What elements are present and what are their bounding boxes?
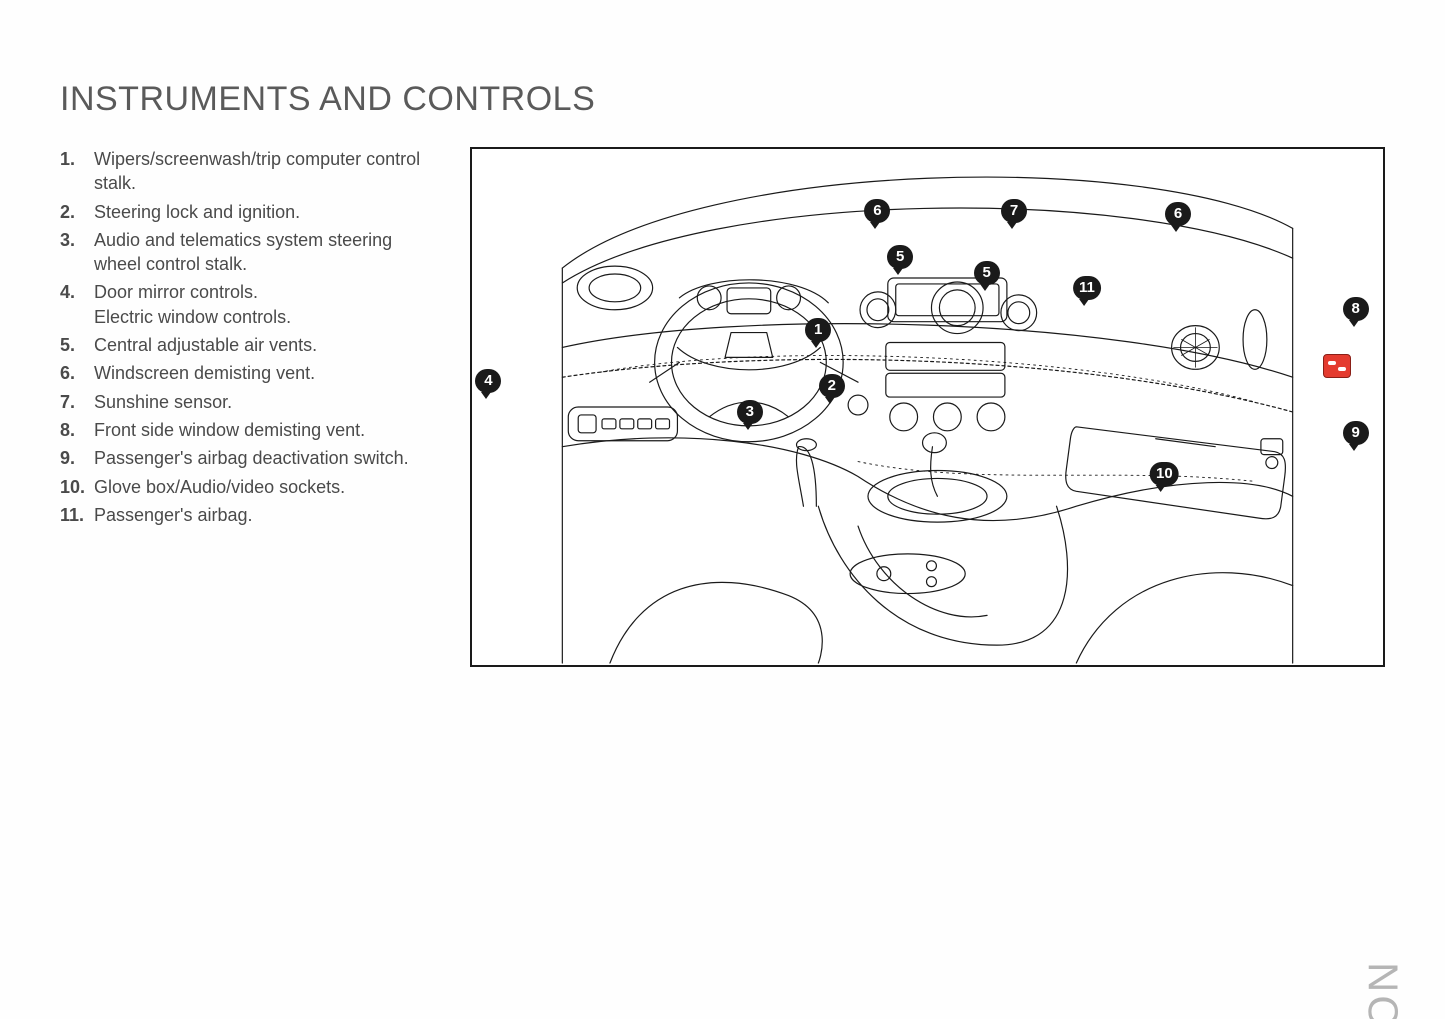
control-text: Steering lock and ignition. (94, 202, 300, 222)
dashboard-line-art (472, 149, 1383, 665)
controls-list-item: Passenger's airbag deactivation switch. (60, 446, 440, 470)
controls-list-item: Wipers/screenwash/trip computer control … (60, 147, 440, 196)
diagram-callout: 7 (1001, 199, 1027, 223)
diagram-callout: 3 (737, 400, 763, 424)
manual-page: INSTRUMENTS AND CONTROLS Wipers/screenwa… (0, 0, 1445, 1019)
diagram-callout: 11 (1073, 276, 1101, 300)
controls-list-item: Steering lock and ignition. (60, 200, 440, 224)
diagram-callout: 9 (1343, 421, 1369, 445)
control-text: Wipers/screenwash/trip computer control … (94, 149, 420, 193)
diagram-callout: 4 (475, 369, 501, 393)
controls-list-item: Front side window demisting vent. (60, 418, 440, 442)
diagram-callout: 6 (864, 199, 890, 223)
control-text: Front side window demisting vent. (94, 420, 365, 440)
airbag-deactivation-icon (1323, 354, 1351, 378)
control-text: Audio and telematics system steering whe… (94, 230, 392, 274)
diagram-callout: 1 (805, 318, 831, 342)
control-text: Central adjustable air vents. (94, 335, 317, 355)
control-text: Passenger's airbag deactivation switch. (94, 448, 409, 468)
control-subtext: Electric window controls. (94, 305, 440, 329)
control-text: Passenger's airbag. (94, 505, 253, 525)
section-tab: FAMILIARISATION (1359, 959, 1407, 1019)
diagram-callout: 8 (1343, 297, 1369, 321)
controls-list-item: Audio and telematics system steering whe… (60, 228, 440, 277)
control-text: Door mirror controls. (94, 282, 258, 302)
controls-list: Wipers/screenwash/trip computer control … (60, 147, 440, 527)
dashboard-diagram: 6 7 6 5 5 11 8 1 4 2 3 9 10 (470, 147, 1385, 667)
control-text: Windscreen demisting vent. (94, 363, 315, 383)
control-text: Sunshine sensor. (94, 392, 232, 412)
content-row: Wipers/screenwash/trip computer control … (60, 147, 1385, 667)
controls-list-item: Sunshine sensor. (60, 390, 440, 414)
diagram-callout: 5 (887, 245, 913, 269)
controls-list-item: Windscreen demisting vent. (60, 361, 440, 385)
controls-list-item: Passenger's airbag. (60, 503, 440, 527)
diagram-callout: 10 (1150, 462, 1179, 486)
controls-list-item: Glove box/Audio/video sockets. (60, 475, 440, 499)
controls-list-item: Door mirror controls. Electric window con… (60, 280, 440, 329)
diagram-callout: 2 (819, 374, 845, 398)
page-title: INSTRUMENTS AND CONTROLS (60, 80, 1385, 119)
controls-list-item: Central adjustable air vents. (60, 333, 440, 357)
diagram-callout: 5 (974, 261, 1000, 285)
control-text: Glove box/Audio/video sockets. (94, 477, 345, 497)
diagram-callout: 6 (1165, 202, 1191, 226)
controls-column: Wipers/screenwash/trip computer control … (60, 147, 440, 531)
